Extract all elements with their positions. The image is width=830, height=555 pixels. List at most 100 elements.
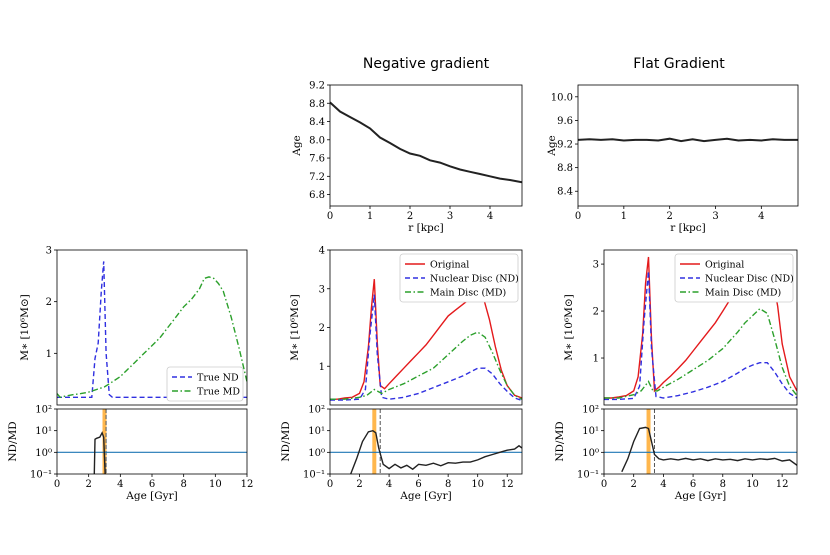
axes-frame <box>329 408 523 475</box>
x-tick-label: 3 <box>712 211 718 222</box>
y-tick-label: 9.6 <box>557 116 573 127</box>
x-tick-label: 12 <box>241 479 254 490</box>
y-tick-label: 6.8 <box>309 190 325 201</box>
y-tick-label: 7.6 <box>309 154 325 165</box>
x-tick-label: 4 <box>758 211 764 222</box>
x-tick-label: 1 <box>367 211 373 222</box>
chart-true-ratio: 0 2 4 6 8 10 12 10⁻¹ 10⁰ 10¹ 10² Age [Gyr] ND/MD <box>7 405 253 503</box>
y-axis-label: M∗ [10⁶M⊙] <box>289 294 301 361</box>
y-tick-label: 10² <box>582 405 599 416</box>
legend-label: True ND <box>197 373 239 384</box>
series-line-main-disc-md <box>604 307 797 399</box>
x-tick-label: 6 <box>690 479 696 490</box>
legend-label: Main Disc (MD) <box>430 288 506 299</box>
y-tick-label: 1 <box>319 362 325 373</box>
x-tick-label: 2 <box>666 211 672 222</box>
axes-frame <box>329 84 523 207</box>
x-axis-label: r [kpc] <box>670 222 706 234</box>
series-line-nd-md <box>350 429 522 474</box>
x-tick-label: 12 <box>776 479 789 490</box>
series-line-age-profile <box>578 137 798 143</box>
x-tick-label: 2 <box>356 479 362 490</box>
y-tick-label: 9.2 <box>309 81 325 92</box>
y-axis-label: Age <box>546 135 558 157</box>
title-flat-gradient: Flat Gradient <box>633 56 725 72</box>
x-tick-label: 4 <box>487 211 493 222</box>
chart-neg-mass: 1 2 3 4 M∗ [10⁶M⊙] Original Nuclear Disc (ND) M… <box>289 246 523 406</box>
series-line-nuclear-disc-nd <box>330 294 522 402</box>
y-tick-label: 3 <box>319 284 325 295</box>
chart-flat-mass: 1 2 3 M∗ [10⁶M⊙] Original Nuclear Disc (ND) Ma… <box>563 249 798 406</box>
y-tick-label: 10¹ <box>308 426 325 437</box>
x-tick-label: 6 <box>415 479 421 490</box>
y-tick-label: 10¹ <box>35 426 52 437</box>
x-tick-label: 8 <box>180 479 186 490</box>
x-tick-label: 4 <box>660 479 666 490</box>
title-negative-gradient: Negative gradient <box>363 56 490 72</box>
x-tick-label: 2 <box>85 479 91 490</box>
y-tick-label: 10⁻¹ <box>577 470 599 481</box>
y-tick-label: 2 <box>46 297 52 308</box>
x-tick-label: 10 <box>209 479 222 490</box>
y-tick-label: 10⁻¹ <box>303 470 325 481</box>
x-tick-label: 8 <box>445 479 451 490</box>
legend-label: Nuclear Disc (ND) <box>705 274 794 285</box>
y-axis-label: ND/MD <box>7 421 19 461</box>
highlight-band <box>646 409 651 474</box>
series-line-age-profile <box>330 101 522 184</box>
y-tick-label: 3 <box>593 260 599 271</box>
y-axis-label: ND/MD <box>554 421 566 461</box>
chart-flat-gradient: 0 1 2 3 4 8.4 8.8 9.2 9.6 10.0 r [kpc] Age <box>546 84 799 234</box>
x-tick-label: 3 <box>447 211 453 222</box>
highlight-band <box>372 409 377 474</box>
x-tick-label: 0 <box>54 479 60 490</box>
y-tick-label: 9.2 <box>557 140 573 151</box>
x-tick-label: 0 <box>327 211 333 222</box>
x-tick-label: 4 <box>117 479 123 490</box>
y-tick-label: 1 <box>593 354 599 365</box>
x-axis-label: r [kpc] <box>408 222 444 234</box>
x-axis-label: Age [Gyr] <box>399 490 451 502</box>
y-tick-label: 8.0 <box>309 135 325 146</box>
x-tick-label: 10 <box>471 479 484 490</box>
y-tick-label: 1 <box>46 349 52 360</box>
y-tick-label: 10² <box>308 405 325 416</box>
axes-frame <box>56 249 248 406</box>
chart-neg-gradient: 0 1 2 3 4 6.8 7.2 7.6 8.0 8.4 8.8 9.2 r [kpc] Age <box>291 81 523 234</box>
x-tick-label: 0 <box>575 211 581 222</box>
y-tick-label: 10⁻¹ <box>30 470 52 481</box>
x-tick-label: 2 <box>407 211 413 222</box>
x-tick-label: 6 <box>149 479 155 490</box>
legend-box <box>166 366 244 402</box>
x-tick-label: 2 <box>631 479 637 490</box>
y-tick-label: 7.2 <box>309 172 325 183</box>
legend-label: Original <box>705 260 744 271</box>
y-tick-label: 3 <box>46 246 52 257</box>
y-tick-label: 8.4 <box>309 117 325 128</box>
legend-label: Nuclear Disc (ND) <box>430 274 519 285</box>
y-tick-label: 8.8 <box>557 163 573 174</box>
x-tick-label: 0 <box>327 479 333 490</box>
chart-true-mass: 1 2 3 M∗ [10⁶M⊙] True ND True MD <box>19 246 248 406</box>
x-tick-label: 4 <box>386 479 392 490</box>
series-line-nuclear-disc-nd <box>604 271 797 401</box>
y-axis-label: ND/MD <box>280 421 292 461</box>
axes-frame <box>577 84 799 207</box>
y-tick-label: 10¹ <box>582 426 599 437</box>
x-tick-label: 10 <box>746 479 759 490</box>
y-axis-label: Age <box>291 135 303 157</box>
y-tick-label: 4 <box>319 246 325 257</box>
legend-box <box>674 253 794 303</box>
series-line-main-disc-md <box>330 331 522 400</box>
series-line-nd-md <box>621 426 797 473</box>
axes-frame <box>603 408 798 475</box>
legend-label: Original <box>430 260 469 271</box>
series-line-true-md <box>57 276 247 399</box>
x-tick-label: 8 <box>720 479 726 490</box>
legend-label: Main Disc (MD) <box>705 288 781 299</box>
series-line-nd-md <box>93 431 106 474</box>
y-tick-label: 2 <box>319 323 325 334</box>
y-tick-label: 2 <box>593 307 599 318</box>
axes-frame <box>56 408 248 475</box>
